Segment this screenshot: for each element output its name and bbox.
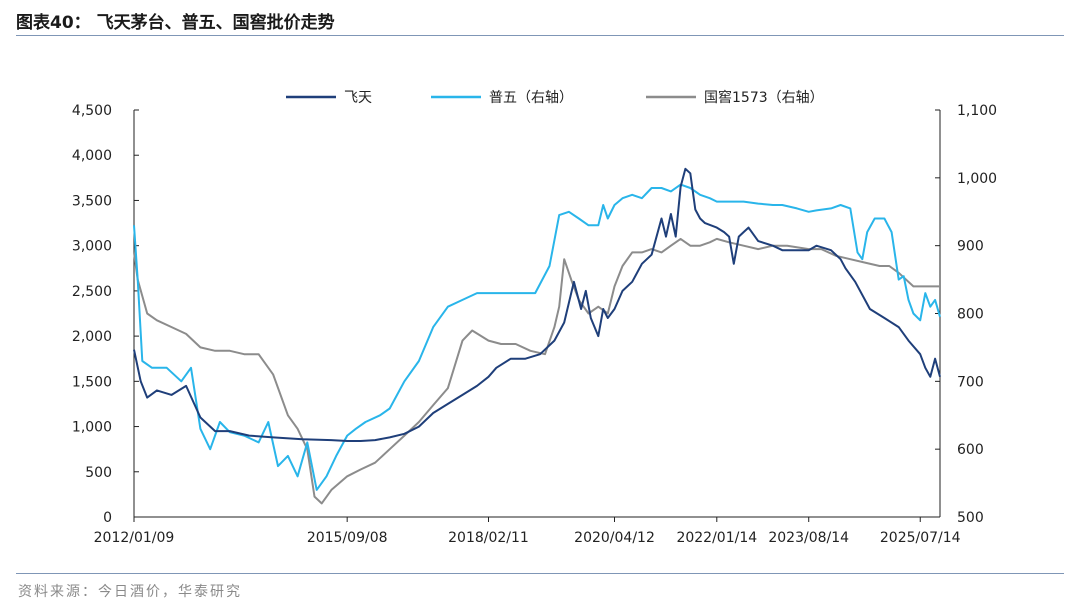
right-tick-label: 1,000 [957, 171, 997, 187]
left-tick-label: 500 [85, 465, 112, 481]
x-tick-label: 2022/01/14 [676, 530, 757, 546]
x-tick-label: 2012/01/09 [94, 530, 175, 546]
left-tick-label: 2,000 [72, 329, 112, 345]
x-tick-label: 2025/07/14 [880, 530, 961, 546]
left-tick-label: 4,500 [72, 103, 112, 119]
right-tick-label: 800 [957, 307, 984, 323]
left-tick-label: 3,000 [72, 239, 112, 255]
right-tick-label: 600 [957, 442, 984, 458]
series-lines [133, 167, 941, 505]
source-note: 资料来源：今日酒价，华泰研究 [18, 584, 242, 600]
legend: 飞天 普五（右轴） 国窖1573（右轴） [286, 89, 824, 106]
series-line-1 [133, 183, 941, 491]
x-tick-label: 2015/09/08 [307, 530, 388, 546]
x-tick-label: 2018/02/11 [448, 530, 529, 546]
right-tick-label: 700 [957, 374, 984, 390]
legend-label-0: 飞天 [344, 90, 372, 106]
page-title: 图表40： 飞天茅台、普五、国窖批价走势 [16, 13, 335, 33]
source-divider [16, 573, 1064, 574]
title-divider [16, 35, 1064, 36]
left-tick-label: 2,500 [72, 284, 112, 300]
left-tick-label: 3,500 [72, 193, 112, 209]
x-tick-label: 2023/08/14 [768, 530, 849, 546]
left-tick-label: 1,000 [72, 420, 112, 436]
legend-label-2: 国窖1573（右轴） [704, 89, 824, 106]
x-tick-label: 2020/04/12 [574, 530, 655, 546]
left-tick-label: 0 [103, 510, 112, 526]
axes: 0 500 1,000 1,500 2,000 2,500 3,000 3,500 4,000 4… [72, 103, 997, 546]
series-line-2 [133, 237, 940, 505]
left-tick-label: 4,000 [72, 148, 112, 164]
right-tick-label: 500 [957, 510, 984, 526]
legend-label-1: 普五（右轴） [489, 90, 573, 106]
series-line-0 [133, 167, 941, 442]
right-tick-label: 900 [957, 239, 984, 255]
right-tick-label: 1,100 [957, 103, 997, 119]
left-tick-label: 1,500 [72, 374, 112, 390]
